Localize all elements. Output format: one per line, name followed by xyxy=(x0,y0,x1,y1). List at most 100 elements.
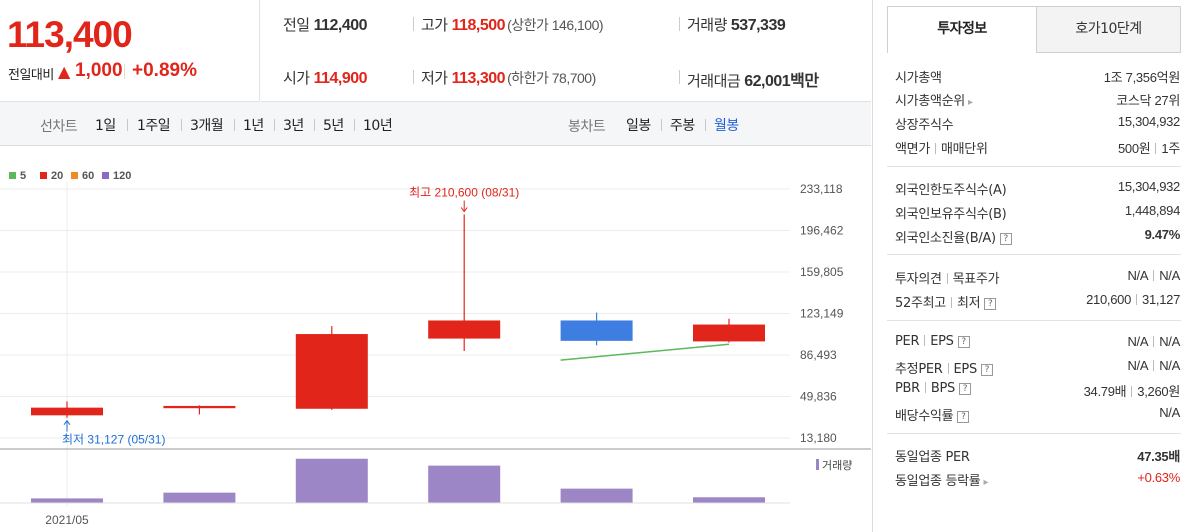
stat-volume: 거래량 537,339 xyxy=(687,14,786,35)
gridlines xyxy=(0,182,871,506)
volume-legend-label: 거래량 xyxy=(822,459,852,472)
x-axis: 2021/05 xyxy=(0,502,790,527)
info-row-foreign-holding: 외국인보유주식수(B) 1,448,894 xyxy=(895,200,1180,222)
min-price-label: 최저 31,127 (05/31) xyxy=(62,433,165,447)
period-3m[interactable]: 3개월 xyxy=(190,118,224,134)
divider xyxy=(679,70,680,84)
candle-body xyxy=(163,405,236,409)
divider xyxy=(887,433,1181,434)
volume-bar xyxy=(693,497,765,503)
divider xyxy=(887,166,1181,167)
y-tick-label: 49,836 xyxy=(800,390,837,404)
info-label: 동일업종 등락률 ▸ xyxy=(895,474,989,489)
stat-value: 114,900 xyxy=(313,70,368,87)
divider xyxy=(705,119,706,131)
help-icon[interactable]: ? xyxy=(957,411,970,423)
stat-high: 고가 118,500 (상한가 146,100) xyxy=(421,14,604,35)
volume-bar xyxy=(163,492,236,503)
y-axis-ticks: 233,118 196,462 159,805 123,149 86,493 49,836… xyxy=(800,182,844,445)
divider xyxy=(234,119,235,131)
info-row-foreign-limit: 외국인한도주식수(A) 15,304,932 xyxy=(895,176,1180,198)
info-label: PBR BPS? xyxy=(895,381,972,396)
ma-line xyxy=(560,343,730,361)
tab-order-book[interactable]: 호가10단계 xyxy=(1036,6,1181,53)
candle-body xyxy=(560,320,633,341)
chart-period-toolbar: 선차트 1일 1주일 3개월 1년 3년 5년 10년 봉차트 일봉 주봉 월봉 xyxy=(0,102,871,146)
info-value: N/A N/A xyxy=(1127,268,1180,283)
up-arrow-icon: ▲ xyxy=(58,62,71,81)
price-summary: 113,400 전일대비 ▲ 1,000 +0.89% xyxy=(0,0,260,102)
candlestick-chart: 5 20 60 120 233,118 196,462 159,805 123,149 86,… xyxy=(0,170,871,527)
info-row-listed-shares: 상장주식수 15,304,932 xyxy=(895,111,1180,133)
info-value: 34.79배 3,260원 xyxy=(1083,384,1181,399)
legend-label: 60 xyxy=(82,170,94,182)
investment-info-panel: 투자정보 호가10단계 시가총액 1조 7,356억원 시가총액순위 ▸ 코스닥 … xyxy=(872,0,1188,532)
y-tick-label: 123,149 xyxy=(800,307,844,321)
change-label: 전일대비 xyxy=(8,68,54,83)
info-row-sector-change[interactable]: 동일업종 등락률 ▸ +0.63% xyxy=(895,467,1180,489)
legend-label: 120 xyxy=(113,170,131,182)
stat-value: 537,339 xyxy=(730,17,786,34)
price-stats: 전일 112,400 고가 118,500 (상한가 146,100) 거래량 537,… xyxy=(261,0,871,102)
stat-label: 저가 xyxy=(421,69,448,87)
info-value: 210,600 31,127 xyxy=(1086,292,1180,307)
volume-legend-swatch xyxy=(816,459,819,470)
help-icon[interactable]: ? xyxy=(980,364,993,376)
candle-body xyxy=(693,324,765,342)
legend-label: 5 xyxy=(20,170,26,182)
help-icon[interactable]: ? xyxy=(999,233,1012,245)
period-weekly[interactable]: 주봉 xyxy=(670,118,695,134)
info-row-market-cap-rank[interactable]: 시가총액순위 ▸ 코스닥 27위 xyxy=(895,87,1180,109)
period-1y[interactable]: 1년 xyxy=(243,118,264,134)
stat-prev-close: 전일 112,400 xyxy=(283,14,368,35)
stat-value: 112,400 xyxy=(313,17,368,34)
info-value: 15,304,932 xyxy=(1117,179,1180,194)
x-tick-label: 2021/05 xyxy=(45,513,89,527)
info-value: 9.47% xyxy=(1144,227,1181,242)
info-value: N/A xyxy=(1159,405,1180,420)
volume-bar xyxy=(31,498,103,503)
tab-investment-info[interactable]: 투자정보 xyxy=(887,6,1037,53)
help-icon[interactable]: ? xyxy=(984,298,997,310)
period-daily[interactable]: 일봉 xyxy=(626,118,651,134)
period-5y[interactable]: 5년 xyxy=(323,118,344,134)
period-1w[interactable]: 1주일 xyxy=(137,118,171,134)
period-monthly[interactable]: 월봉 xyxy=(714,118,739,134)
info-row-pbr-bps: PBR BPS? 34.79배 3,260원 xyxy=(895,378,1180,400)
help-icon[interactable]: ? xyxy=(959,383,972,395)
candles xyxy=(31,214,765,418)
divider xyxy=(354,119,355,131)
stat-trade-amount: 거래대금 62,001백만 xyxy=(687,67,819,91)
info-value: N/A N/A xyxy=(1127,358,1180,373)
period-3y[interactable]: 3년 xyxy=(283,118,304,134)
help-icon[interactable]: ? xyxy=(957,336,970,348)
divider xyxy=(661,119,662,131)
info-row-52w-range: 52주최고 최저? 210,600 31,127 xyxy=(895,289,1180,311)
period-1d[interactable]: 1일 xyxy=(95,118,116,134)
info-label: 외국인소진율(B/A)? xyxy=(895,227,1012,246)
divider xyxy=(413,70,414,84)
chevron-right-icon: ▸ xyxy=(983,477,989,488)
annotations: 최고 210,600 (08/31) 최저 31,127 (05/31) xyxy=(62,185,519,446)
volume-bar xyxy=(295,458,368,503)
info-row-per-eps: PER EPS? N/A N/A xyxy=(895,331,1180,353)
stat-value: 118,500 xyxy=(451,17,506,34)
y-tick-label: 86,493 xyxy=(800,348,837,362)
period-10y[interactable]: 10년 xyxy=(363,118,393,134)
info-row-dividend-yield: 배당수익률? N/A xyxy=(895,402,1180,424)
divider xyxy=(127,119,128,131)
legend: 5 20 60 120 xyxy=(9,170,131,182)
info-label: 외국인한도주식수(A) xyxy=(895,183,1007,198)
min-arrow-head-icon xyxy=(63,419,71,425)
volume-bars: 거래량 xyxy=(31,458,852,503)
stat-label: 거래량 xyxy=(687,16,727,34)
info-row-opinion: 투자의견 목표주가 N/A N/A xyxy=(895,265,1180,287)
max-price-label: 최고 210,600 (08/31) xyxy=(409,185,519,199)
info-label: 액면가 매매단위 xyxy=(895,142,988,157)
max-arrow-head-icon xyxy=(460,207,468,213)
info-value: 500원 1주 xyxy=(1117,141,1180,156)
chevron-right-icon: ▸ xyxy=(967,97,973,108)
lower-limit: (하한가 78,700) xyxy=(507,70,596,86)
y-tick-label: 233,118 xyxy=(800,182,843,196)
stat-label: 고가 xyxy=(421,16,448,34)
